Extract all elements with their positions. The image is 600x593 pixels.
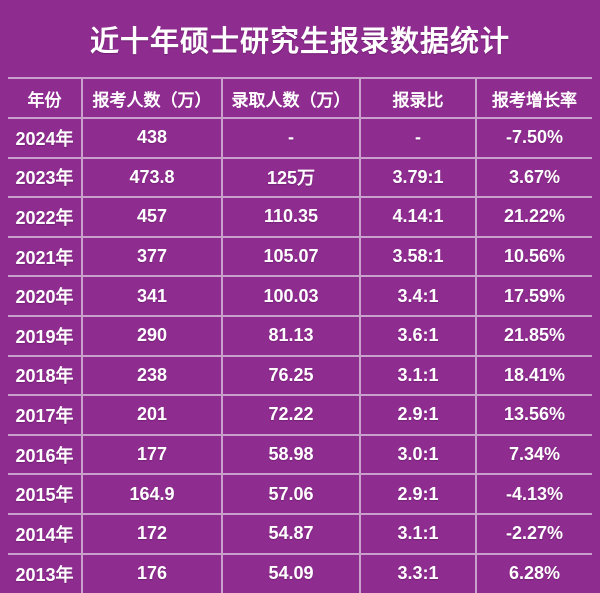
value-cell: -7.50% (475, 117, 592, 158)
value-cell: 110.35 (221, 196, 360, 237)
year-cell: 2021年 (8, 235, 82, 277)
value-cell: 13.56% (475, 394, 592, 435)
value-cell: 172 (81, 512, 222, 554)
value-cell: 54.09 (221, 552, 360, 593)
table-header-row: 年份 报考人数（万） 录取人数（万） 报录比 报考增长率 (8, 77, 592, 118)
table-row: 2016年 177 58.98 3.0:1 7.34% (8, 433, 592, 475)
value-cell: 17.59% (475, 275, 592, 316)
value-cell: -4.13% (475, 473, 592, 514)
value-cell: 3.6:1 (359, 314, 476, 356)
value-cell: 341 (81, 275, 222, 316)
value-cell: 177 (81, 433, 222, 475)
table-row: 2015年 164.9 57.06 2.9:1 -4.13% (8, 473, 592, 514)
column-header-2: 录取人数（万） (221, 77, 360, 118)
table-row: 2020年 341 100.03 3.4:1 17.59% (8, 275, 592, 316)
value-cell: 3.0:1 (359, 433, 476, 475)
year-cell: 2016年 (8, 433, 82, 475)
value-cell: 4.14:1 (359, 196, 476, 237)
value-cell: 176 (81, 552, 222, 593)
value-cell: 3.4:1 (359, 275, 476, 316)
value-cell: 76.25 (221, 354, 360, 396)
value-cell: 21.22% (475, 196, 592, 237)
value-cell: 290 (81, 314, 222, 356)
year-cell: 2017年 (8, 394, 82, 435)
value-cell: -2.27% (475, 512, 592, 554)
column-header-1: 报考人数（万） (81, 77, 222, 118)
column-header-0: 年份 (8, 77, 82, 118)
year-cell: 2019年 (8, 314, 82, 356)
value-cell: 2.9:1 (359, 394, 476, 435)
value-cell: 201 (81, 394, 222, 435)
value-cell: 164.9 (81, 473, 222, 514)
column-header-4: 报考增长率 (475, 77, 592, 118)
value-cell: 81.13 (221, 314, 360, 356)
value-cell: 54.87 (221, 512, 360, 554)
table-row: 2022年 457 110.35 4.14:1 21.22% (8, 196, 592, 237)
year-cell: 2018年 (8, 354, 82, 396)
value-cell: 3.3:1 (359, 552, 476, 593)
value-cell: - (221, 117, 360, 158)
value-cell: 3.67% (475, 156, 592, 198)
value-cell: 3.1:1 (359, 512, 476, 554)
title-band: 近十年硕士研究生报录数据统计 (0, 0, 600, 77)
stats-table: 年份 报考人数（万） 录取人数（万） 报录比 报考增长率 2024年 438- - -7.50… (8, 77, 592, 593)
value-cell: 57.06 (221, 473, 360, 514)
value-cell: 10.56% (475, 235, 592, 277)
year-cell: 2023年 (8, 156, 82, 198)
table-row: 2019年 290 81.13 3.6:1 21.85% (8, 314, 592, 356)
value-cell: 473.8 (81, 156, 222, 198)
value-cell: 58.98 (221, 433, 360, 475)
year-cell: 2024年 (8, 117, 82, 158)
table-row: 2023年 473.8 125万 3.79:1 3.67% (8, 156, 592, 198)
value-cell: 7.34% (475, 433, 592, 475)
value-cell: 6.28% (475, 552, 592, 593)
value-cell: 457 (81, 196, 222, 237)
year-cell: 2020年 (8, 275, 82, 316)
page-title: 近十年硕士研究生报录数据统计 (89, 25, 510, 58)
value-cell: - (359, 117, 476, 158)
value-cell: 438 (81, 117, 222, 158)
value-cell: 72.22 (221, 394, 360, 435)
year-cell: 2014年 (8, 512, 82, 554)
value-cell: 2.9:1 (359, 473, 476, 514)
value-cell: 3.1:1 (359, 354, 476, 396)
table-row: 2018年 238 76.25 3.1:1 18.41% (8, 354, 592, 396)
value-cell: 125万 (221, 156, 360, 198)
table-row: 2014年 172 54.87 3.1:1 -2.27% (8, 512, 592, 554)
value-cell: 18.41% (475, 354, 592, 396)
table-row: 2013年 176 54.09 3.3:1 6.28% (8, 552, 592, 593)
table-row: 2024年 438- - -7.50% (8, 117, 592, 158)
value-cell: 3.79:1 (359, 156, 476, 198)
value-cell: 377 (81, 235, 222, 277)
value-cell: 238 (81, 354, 222, 396)
value-cell: 21.85% (475, 314, 592, 356)
year-cell: 2022年 (8, 196, 82, 237)
year-cell: 2015年 (8, 473, 82, 514)
value-cell: 3.58:1 (359, 235, 476, 277)
table-row: 2017年 201 72.22 2.9:1 13.56% (8, 394, 592, 435)
value-cell: 105.07 (221, 235, 360, 277)
table-row: 2021年 377 105.07 3.58:1 10.56% (8, 235, 592, 277)
value-cell: 100.03 (221, 275, 360, 316)
year-cell: 2013年 (8, 552, 82, 593)
column-header-3: 报录比 (359, 77, 476, 118)
